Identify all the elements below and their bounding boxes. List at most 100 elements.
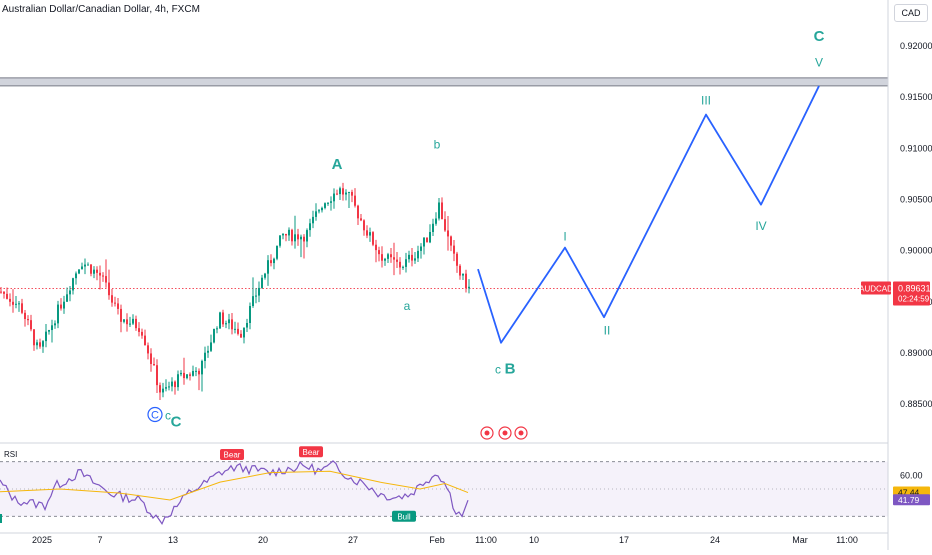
- candle[interactable]: [36, 339, 38, 350]
- candle[interactable]: [348, 191, 350, 209]
- candle[interactable]: [447, 215, 449, 251]
- candle[interactable]: [450, 235, 452, 252]
- candle[interactable]: [153, 357, 155, 366]
- candle[interactable]: [285, 233, 287, 242]
- candle[interactable]: [30, 314, 32, 332]
- candle[interactable]: [138, 322, 140, 337]
- candle[interactable]: [336, 189, 338, 196]
- price-marker-value[interactable]: 0.89631: [898, 283, 931, 293]
- candle[interactable]: [300, 234, 302, 258]
- symbol-tag-label[interactable]: AUDCAD: [859, 284, 893, 293]
- candle[interactable]: [129, 316, 131, 328]
- resistance-band[interactable]: [0, 77, 888, 86]
- candle[interactable]: [324, 202, 326, 210]
- candle[interactable]: [114, 296, 116, 307]
- candle[interactable]: [132, 314, 134, 325]
- wave-label[interactable]: B: [505, 360, 516, 377]
- candle[interactable]: [15, 296, 17, 309]
- wave-label[interactable]: IV: [755, 219, 766, 233]
- candle[interactable]: [78, 269, 80, 275]
- candle[interactable]: [381, 246, 383, 268]
- candle[interactable]: [189, 372, 191, 381]
- candle[interactable]: [318, 209, 320, 214]
- candle[interactable]: [87, 262, 89, 266]
- candle[interactable]: [411, 247, 413, 267]
- candle[interactable]: [48, 329, 50, 335]
- candle[interactable]: [216, 326, 218, 334]
- candle[interactable]: [252, 277, 254, 308]
- candle[interactable]: [21, 298, 23, 315]
- candle[interactable]: [117, 298, 119, 315]
- wave-label[interactable]: c: [495, 362, 501, 376]
- currency-button[interactable]: CAD: [894, 4, 928, 22]
- event-icon[interactable]: [498, 426, 512, 440]
- candle[interactable]: [18, 301, 20, 312]
- candle[interactable]: [6, 287, 8, 300]
- wave-label[interactable]: b: [434, 137, 441, 151]
- candle[interactable]: [177, 370, 179, 391]
- candle[interactable]: [126, 313, 128, 332]
- candle[interactable]: [441, 197, 443, 220]
- candle[interactable]: [444, 211, 446, 232]
- candle[interactable]: [45, 324, 47, 348]
- candle[interactable]: [102, 272, 104, 282]
- candle[interactable]: [330, 196, 332, 211]
- candle[interactable]: [3, 291, 5, 299]
- candle[interactable]: [279, 235, 281, 248]
- candle[interactable]: [90, 264, 92, 277]
- candle[interactable]: [438, 198, 440, 221]
- candle[interactable]: [84, 258, 86, 275]
- candle[interactable]: [267, 255, 269, 286]
- candle[interactable]: [297, 228, 299, 246]
- candle[interactable]: [435, 212, 437, 226]
- candle[interactable]: [27, 315, 29, 326]
- candle[interactable]: [282, 233, 284, 240]
- candle[interactable]: [375, 239, 377, 263]
- candle[interactable]: [399, 257, 401, 275]
- candle[interactable]: [234, 321, 236, 334]
- candle[interactable]: [357, 204, 359, 225]
- candle[interactable]: [195, 367, 197, 377]
- event-icon[interactable]: [514, 426, 528, 440]
- candle[interactable]: [459, 264, 461, 280]
- candle[interactable]: [57, 300, 59, 329]
- candle[interactable]: [333, 188, 335, 209]
- interval[interactable]: 4h: [154, 4, 166, 15]
- candle[interactable]: [360, 213, 362, 222]
- candle[interactable]: [171, 377, 173, 392]
- candle[interactable]: [204, 346, 206, 369]
- candle[interactable]: [168, 381, 170, 391]
- candle[interactable]: [51, 319, 53, 343]
- candle[interactable]: [456, 251, 458, 273]
- candle[interactable]: [69, 286, 71, 302]
- candle[interactable]: [60, 298, 62, 311]
- candle[interactable]: [276, 245, 278, 261]
- candle[interactable]: [81, 262, 83, 270]
- candle[interactable]: [420, 243, 422, 259]
- rsi-title[interactable]: RSI: [4, 450, 17, 459]
- candle[interactable]: [72, 277, 74, 295]
- candle[interactable]: [12, 289, 14, 313]
- wave-label[interactable]: a: [404, 299, 411, 313]
- candle[interactable]: [96, 266, 98, 281]
- candle[interactable]: [414, 251, 416, 264]
- rsi-ma-line[interactable]: [0, 470, 469, 501]
- candle[interactable]: [42, 340, 44, 353]
- candle[interactable]: [315, 203, 317, 221]
- wave-label[interactable]: A: [332, 156, 343, 173]
- event-icon[interactable]: [480, 426, 494, 440]
- candle[interactable]: [372, 231, 374, 247]
- candle[interactable]: [39, 338, 41, 349]
- candle[interactable]: [24, 309, 26, 327]
- wave-label[interactable]: C: [171, 414, 182, 431]
- candle[interactable]: [270, 254, 272, 267]
- candle[interactable]: [0, 287, 2, 294]
- wave-label[interactable]: C: [151, 410, 159, 422]
- candle[interactable]: [378, 246, 380, 262]
- rsi-line[interactable]: [0, 460, 469, 525]
- candle[interactable]: [342, 182, 344, 201]
- symbol-name[interactable]: Australian Dollar/Canadian Dollar: [2, 4, 150, 15]
- candle[interactable]: [384, 257, 386, 266]
- candle[interactable]: [327, 202, 329, 206]
